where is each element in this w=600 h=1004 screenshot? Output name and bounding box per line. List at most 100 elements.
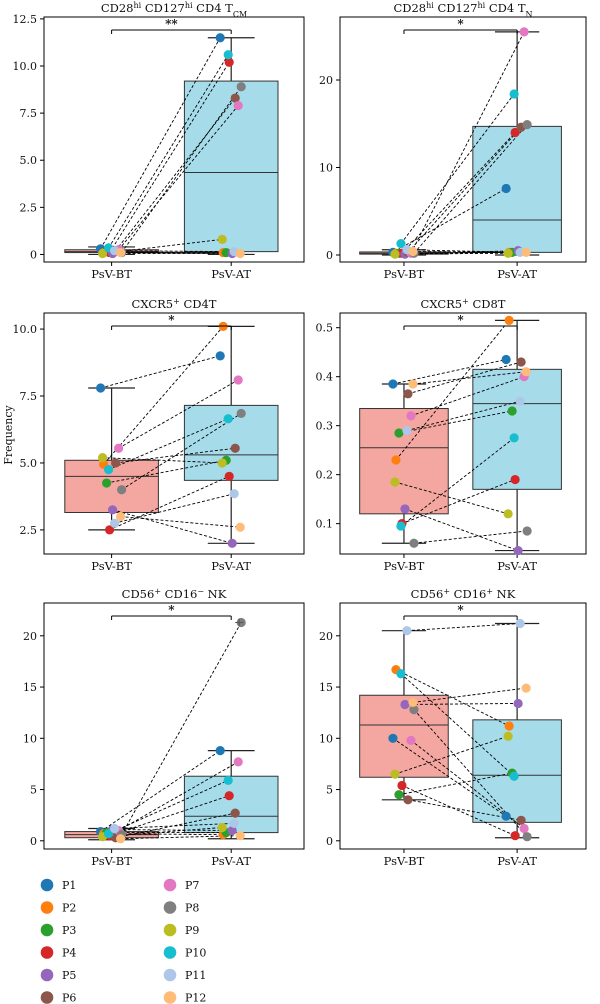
legend-item-P5: P5 (40, 968, 76, 982)
point-P10-PsV-AT (223, 414, 233, 424)
panel-title: CD28hi CD127hi CD4 TN (393, 1, 532, 19)
point-P5-PsV-AT (513, 698, 523, 709)
legend-marker (40, 968, 54, 982)
point-P7-PsV-BT (406, 411, 416, 421)
point-P5-PsV-BT (400, 699, 410, 710)
y-tick-label: 10 (23, 732, 37, 745)
legend-item-P1: P1 (40, 878, 76, 892)
panel-6: CD56+ CD16+ NK 0 5 10 15 20 PsV-BT PsV-AT * (319, 587, 587, 868)
point-P9-PsV-AT (503, 509, 513, 519)
point-P12-PsV-BT (408, 379, 418, 389)
point-P6-PsV-AT (230, 93, 240, 103)
point-P12-PsV-BT (408, 697, 418, 708)
point-P8-PsV-BT (117, 485, 127, 495)
point-P10-PsV-BT (396, 521, 406, 531)
point-P7-PsV-AT (233, 100, 243, 111)
pair-line-P10 (400, 673, 515, 777)
pair-line-P1 (392, 359, 507, 385)
pair-line-P4 (109, 795, 230, 837)
pair-line-P8 (121, 413, 242, 491)
plot-frame (43, 602, 305, 850)
point-P11-PsV-BT (110, 823, 120, 834)
legend-marker (163, 923, 177, 937)
point-P12-PsV-BT (116, 247, 126, 258)
legend-label: P1 (62, 879, 76, 892)
point-P1-PsV-AT (215, 351, 225, 361)
pair-line-P8 (121, 622, 242, 835)
pair-line-P11 (406, 623, 521, 632)
point-P5-PsV-BT (400, 504, 410, 514)
point-P11-PsV-BT (402, 626, 412, 636)
y-tick-label: 0 (326, 249, 333, 262)
significance-label: * (457, 313, 464, 327)
pair-line-P5 (404, 250, 519, 255)
point-P12-PsV-AT (235, 831, 245, 841)
point-P1-PsV-AT (215, 33, 225, 43)
point-P11-PsV-AT (229, 489, 239, 499)
pair-line-P10 (400, 93, 515, 244)
point-P7-PsV-AT (519, 27, 529, 37)
pair-line-P10 (108, 54, 229, 249)
y-tick-label: 2.5 (20, 201, 38, 214)
plot-frame (43, 312, 305, 555)
point-P11-PsV-AT (229, 818, 239, 828)
x-tick-label: PsV-BT (91, 559, 132, 573)
panel-3: CXCR5+ CD4T 2.5 5.0 7.5 10.0 PsV-BT PsV-AT * (13, 297, 305, 573)
x-tick-label: PsV-BT (384, 854, 425, 868)
point-P12-PsV-BT (116, 511, 126, 522)
significance-label: * (457, 17, 464, 31)
legend-label: P5 (62, 969, 76, 982)
pair-line-P7 (410, 31, 525, 254)
point-P9-PsV-BT (98, 453, 108, 463)
pair-line-P4 (401, 479, 516, 525)
point-P12-PsV-AT (521, 247, 531, 257)
panel-4: CXCR5+ CD8T 0.1 0.2 0.3 0.4 0.5 PsV-BT PsV-AT * (316, 297, 587, 573)
legend-label: P2 (62, 902, 76, 915)
panel-title: CD56+ CD16+ NK (411, 587, 516, 602)
pair-line-P7 (410, 739, 525, 829)
point-P6-PsV-BT (403, 389, 413, 399)
pair-line-P12 (120, 516, 241, 528)
point-P11-PsV-BT (402, 425, 412, 436)
point-P1-PsV-AT (501, 811, 511, 821)
point-P8-PsV-AT (522, 832, 532, 842)
y-tick-label: 20 (319, 74, 333, 87)
pair-line-P1 (100, 750, 221, 832)
point-P4-PsV-AT (510, 127, 520, 138)
y-tick-label: 20 (23, 630, 37, 643)
pair-line-P4 (109, 61, 230, 253)
point-P4-PsV-BT (105, 525, 115, 535)
legend-item-P3: P3 (40, 923, 76, 937)
legend-label: P4 (62, 947, 76, 960)
x-tick-label: PsV-AT (497, 267, 537, 281)
point-P8-PsV-AT (522, 526, 532, 536)
point-P6-PsV-BT (403, 795, 413, 805)
legend-item-P6: P6 (40, 991, 76, 1004)
box-PsV-AT (472, 125, 562, 253)
pair-line-P1 (100, 37, 221, 250)
legend-label: P3 (62, 924, 76, 937)
x-tick-label: PsV-BT (91, 854, 132, 868)
point-P10-PsV-BT (104, 465, 114, 475)
legend-marker (163, 991, 177, 1004)
plot-frame (43, 16, 305, 263)
y-tick-label: 20 (319, 630, 333, 643)
point-P6-PsV-BT (111, 458, 121, 468)
x-tick-label: PsV-BT (384, 559, 425, 573)
y-tick-label: 15 (319, 681, 333, 694)
legend-item-P8: P8 (163, 901, 199, 915)
point-P7-PsV-AT (233, 375, 243, 385)
legend-item-P12: P12 (163, 991, 206, 1004)
x-tick-label: PsV-AT (211, 267, 251, 281)
point-P10-PsV-AT (223, 775, 233, 785)
y-tick-label: 5.0 (20, 154, 38, 167)
point-P6-PsV-AT (516, 815, 526, 825)
point-P6-PsV-AT (516, 357, 526, 367)
pair-line-P11 (406, 249, 521, 253)
pair-line-P1 (100, 355, 221, 389)
point-P3-PsV-BT (394, 428, 404, 438)
pair-line-P7 (118, 379, 239, 449)
point-P12-PsV-AT (521, 367, 531, 377)
x-tick-label: PsV-AT (211, 559, 251, 573)
